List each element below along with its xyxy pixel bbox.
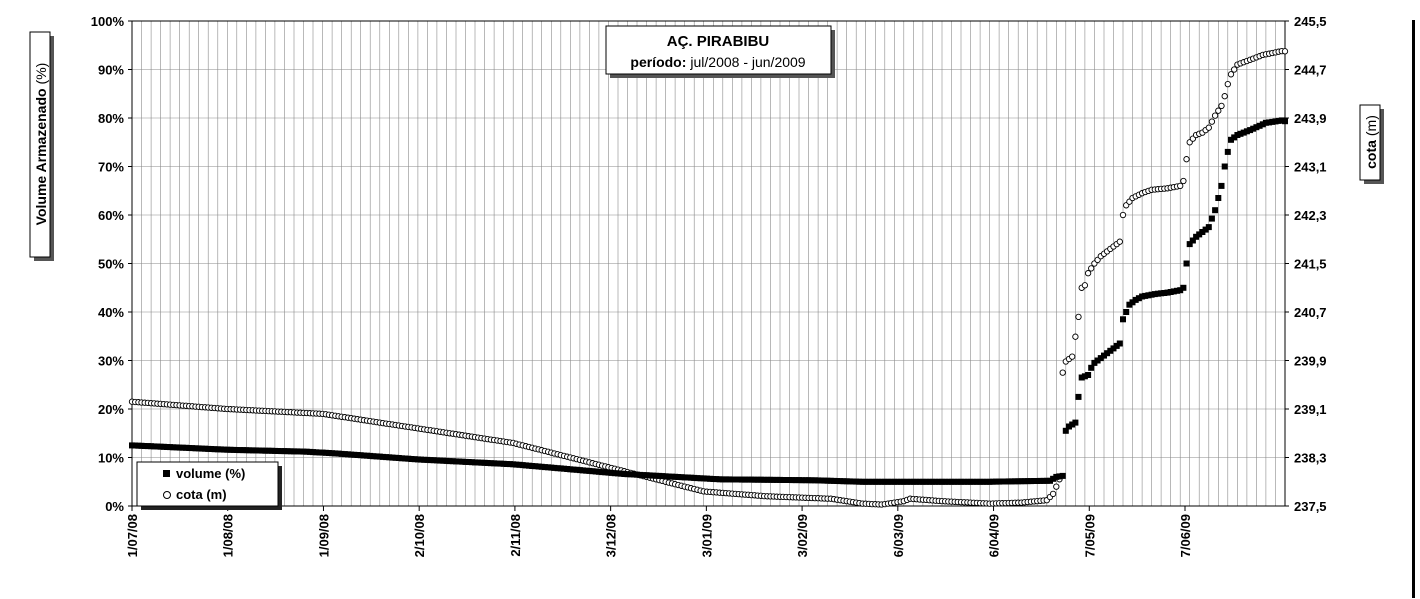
right-tick-label: 240,7 bbox=[1294, 305, 1327, 320]
cota-point bbox=[1228, 72, 1233, 77]
cota-point bbox=[1212, 113, 1217, 118]
volume-point bbox=[1212, 207, 1218, 213]
left-tick-label: 60% bbox=[98, 208, 124, 223]
volume-point bbox=[1206, 224, 1212, 230]
volume-point bbox=[1219, 183, 1225, 189]
cota-point bbox=[1060, 370, 1065, 375]
left-tick-label: 80% bbox=[98, 111, 124, 126]
cota-point bbox=[1181, 178, 1186, 183]
left-tick-label: 10% bbox=[98, 451, 124, 466]
x-tick-label: 7/05/09 bbox=[1082, 514, 1097, 557]
volume-point bbox=[1060, 473, 1066, 479]
volume-point bbox=[1085, 372, 1091, 378]
cota-point bbox=[1282, 49, 1287, 54]
right-tick-label: 243,1 bbox=[1294, 160, 1327, 175]
x-tick-label: 3/12/08 bbox=[604, 514, 619, 557]
cota-point bbox=[1117, 239, 1122, 244]
left-tick-label: 20% bbox=[98, 402, 124, 417]
y-axis-right-label-box: cota(m) bbox=[1360, 105, 1384, 184]
x-tick-label: 6/04/09 bbox=[987, 514, 1002, 557]
legend-cota-label: cota (m) bbox=[176, 487, 227, 502]
left-tick-label: 100% bbox=[91, 14, 125, 29]
volume-point bbox=[1076, 394, 1082, 400]
right-tick-label: 242,3 bbox=[1294, 208, 1327, 223]
volume-point bbox=[1123, 309, 1129, 315]
right-tick-label: 239,9 bbox=[1294, 354, 1327, 369]
cota-point bbox=[1225, 81, 1230, 86]
volume-point bbox=[1225, 149, 1231, 155]
right-tick-label: 243,9 bbox=[1294, 111, 1327, 126]
cota-point bbox=[1050, 491, 1055, 496]
cota-point bbox=[1216, 108, 1221, 113]
legend-cota-marker bbox=[164, 492, 171, 499]
x-tick-label: 7/06/09 bbox=[1178, 514, 1193, 557]
y-axis-right-label: cota(m) bbox=[1363, 115, 1379, 169]
legend-volume-label: volume (%) bbox=[176, 466, 245, 481]
cota-point bbox=[1222, 94, 1227, 99]
title-box: AÇ. PIRABIBU período: jul/2008 - jun/2009 bbox=[606, 26, 835, 78]
volume-point bbox=[1117, 341, 1123, 347]
subtitle-value: jul/2008 - jun/2009 bbox=[689, 54, 805, 70]
cota-point bbox=[1070, 354, 1075, 359]
chart-title: AÇ. PIRABIBU bbox=[667, 33, 770, 50]
left-tick-label: 90% bbox=[98, 63, 124, 78]
cota-point bbox=[1209, 119, 1214, 124]
volume-point bbox=[1282, 118, 1288, 124]
cota-point bbox=[1178, 183, 1183, 188]
x-tick-label: 1/09/08 bbox=[317, 514, 332, 557]
cota-point bbox=[1054, 484, 1059, 489]
volume-point bbox=[1180, 285, 1186, 291]
right-tick-label: 245,5 bbox=[1294, 14, 1327, 29]
y-axis-left-label-box: Volume Armazenado(%) bbox=[30, 32, 54, 261]
cota-point bbox=[1184, 157, 1189, 162]
x-tick-label: 2/11/08 bbox=[508, 514, 523, 557]
left-tick-label: 50% bbox=[98, 257, 124, 272]
volume-point bbox=[1209, 216, 1215, 222]
legend-volume-marker bbox=[163, 470, 170, 477]
x-tick-label: 1/08/08 bbox=[221, 514, 236, 557]
right-tick-label: 239,1 bbox=[1294, 402, 1327, 417]
legend: volume (%) cota (m) bbox=[137, 462, 282, 510]
right-frame-rule bbox=[1412, 20, 1415, 598]
left-tick-label: 30% bbox=[98, 354, 124, 369]
left-tick-label: 40% bbox=[98, 305, 124, 320]
volume-point bbox=[1072, 420, 1078, 426]
chart-subtitle: período: jul/2008 - jun/2009 bbox=[630, 54, 805, 70]
right-tick-label: 244,7 bbox=[1294, 63, 1327, 78]
cota-point bbox=[1076, 314, 1081, 319]
cota-point bbox=[1085, 271, 1090, 276]
right-tick-label: 238,3 bbox=[1294, 451, 1327, 466]
right-tick-label: 237,5 bbox=[1294, 499, 1327, 514]
x-tick-label: 3/02/09 bbox=[795, 514, 810, 557]
x-tick-label: 6/03/09 bbox=[891, 514, 906, 557]
cota-point bbox=[1073, 334, 1078, 339]
cota-point bbox=[1206, 125, 1211, 130]
cota-point bbox=[1120, 212, 1125, 217]
volume-point bbox=[1215, 195, 1221, 201]
volume-point bbox=[1222, 164, 1228, 170]
left-tick-label: 70% bbox=[98, 160, 124, 175]
cota-point bbox=[1089, 266, 1094, 271]
cota-point bbox=[1219, 103, 1224, 108]
left-tick-label: 0% bbox=[105, 499, 124, 514]
subtitle-label: período: bbox=[630, 54, 686, 70]
x-tick-label: 1/07/08 bbox=[125, 514, 140, 557]
x-tick-label: 2/10/08 bbox=[412, 514, 427, 557]
volume-point bbox=[1184, 261, 1190, 267]
volume-point bbox=[1120, 316, 1126, 322]
cota-point bbox=[1082, 283, 1087, 288]
right-tick-label: 241,5 bbox=[1294, 257, 1327, 272]
x-tick-label: 3/01/09 bbox=[699, 514, 714, 557]
cota-point bbox=[1232, 67, 1237, 72]
